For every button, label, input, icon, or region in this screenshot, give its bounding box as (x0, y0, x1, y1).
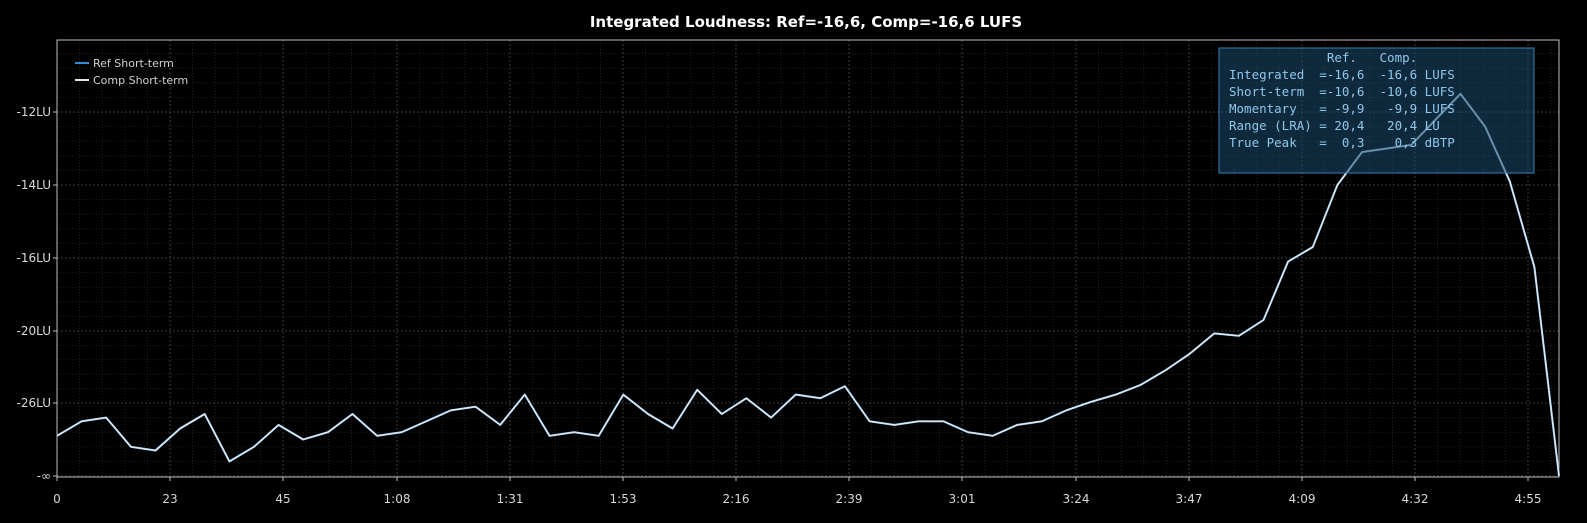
stats-box: Ref. Comp. Integrated =-16,6 -16,6 LUFS … (1218, 47, 1535, 174)
stats-momentary: Momentary = -9,9 -9,9 LUFS (1229, 101, 1455, 116)
x-axis-ticks: 0 23 45 1:08 1:31 1:53 2:16 2:39 3:01 3:24 3:47 4:0… (53, 477, 1541, 506)
stats-short-term: Short-term =-10,6 -10,6 LUFS (1229, 84, 1455, 99)
y-axis-ticks: -12LU -14LU -16LU -20LU -26LU -∞ (17, 105, 57, 483)
comp-short-term-series (56, 93, 1560, 477)
x-tick-label: 45 (275, 492, 290, 506)
stats-true-peak: True Peak = 0,3 0,3 dBTP (1229, 135, 1455, 150)
x-tick-label: 3:01 (949, 492, 976, 506)
y-tick-label: -14LU (17, 178, 51, 192)
y-tick-label: -12LU (17, 105, 51, 119)
y-tick-label: -∞ (37, 469, 51, 483)
x-tick-label: 4:32 (1402, 492, 1429, 506)
x-tick-label: 2:39 (836, 492, 863, 506)
x-tick-label: 1:53 (610, 492, 637, 506)
x-tick-label: 4:55 (1515, 492, 1542, 506)
x-tick-label: 23 (162, 492, 177, 506)
x-tick-label: 4:09 (1289, 492, 1316, 506)
stats-range: Range (LRA) = 20,4 20,4 LU (1229, 118, 1440, 133)
y-tick-label: -20LU (17, 324, 51, 338)
chart-title: Integrated Loudness: Ref=-16,6, Comp=-16… (590, 13, 1022, 31)
series-layer (56, 92, 1561, 477)
x-tick-label: 3:47 (1176, 492, 1203, 506)
x-tick-label: 1:08 (384, 492, 411, 506)
legend-label-ref: Ref Short-term (93, 57, 174, 70)
stats-header: Ref. Comp. (1229, 50, 1417, 65)
legend-label-comp: Comp Short-term (93, 74, 188, 87)
x-tick-label: 0 (53, 492, 61, 506)
y-tick-label: -16LU (17, 251, 51, 265)
stats-integrated: Integrated =-16,6 -16,6 LUFS (1229, 67, 1455, 82)
stats-box-background (1218, 47, 1535, 174)
x-tick-label: 2:16 (723, 492, 750, 506)
x-tick-label: 1:31 (497, 492, 524, 506)
y-tick-label: -26LU (17, 396, 51, 410)
legend: Ref Short-term Comp Short-term (75, 57, 188, 87)
x-tick-label: 3:24 (1063, 492, 1090, 506)
